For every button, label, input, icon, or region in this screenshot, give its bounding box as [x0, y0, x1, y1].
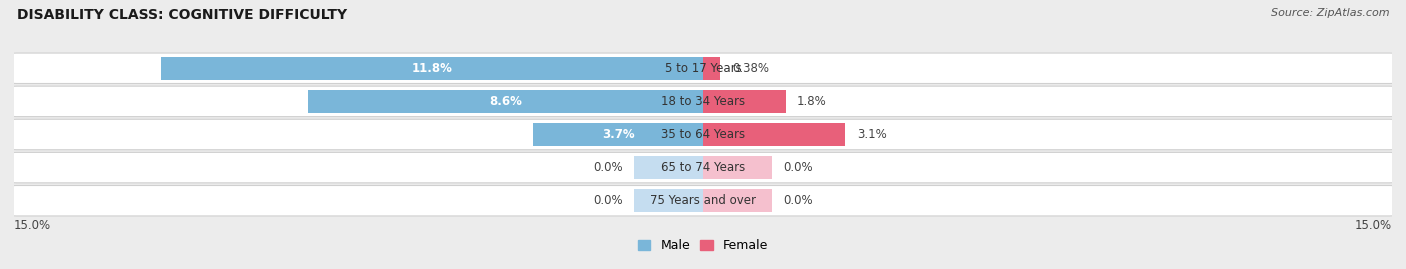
Text: 5 to 17 Years: 5 to 17 Years [665, 62, 741, 75]
FancyBboxPatch shape [0, 119, 1406, 150]
Bar [703, 189, 772, 212]
FancyBboxPatch shape [0, 53, 1406, 83]
Text: 0.0%: 0.0% [593, 161, 623, 174]
Text: DISABILITY CLASS: COGNITIVE DIFFICULTY: DISABILITY CLASS: COGNITIVE DIFFICULTY [17, 8, 347, 22]
Text: Source: ZipAtlas.com: Source: ZipAtlas.com [1271, 8, 1389, 18]
FancyBboxPatch shape [0, 86, 1406, 117]
Text: 18 to 34 Years: 18 to 34 Years [661, 95, 745, 108]
FancyBboxPatch shape [0, 152, 1406, 183]
Text: 35 to 64 Years: 35 to 64 Years [661, 128, 745, 141]
Text: 3.1%: 3.1% [856, 128, 887, 141]
Bar [703, 156, 772, 179]
Text: 75 Years and over: 75 Years and over [650, 194, 756, 207]
Bar [634, 156, 703, 179]
Text: 65 to 74 Years: 65 to 74 Years [661, 161, 745, 174]
Text: 0.0%: 0.0% [593, 194, 623, 207]
Bar [703, 123, 845, 146]
Text: 0.0%: 0.0% [783, 194, 813, 207]
Text: 1.8%: 1.8% [797, 95, 827, 108]
Bar [703, 90, 786, 113]
Bar [703, 57, 720, 80]
Bar [533, 123, 703, 146]
Text: 3.7%: 3.7% [602, 128, 634, 141]
Text: 0.0%: 0.0% [783, 161, 813, 174]
Bar [308, 90, 703, 113]
FancyBboxPatch shape [0, 186, 1406, 216]
Text: 8.6%: 8.6% [489, 95, 522, 108]
Text: 15.0%: 15.0% [1355, 219, 1392, 232]
Bar [162, 57, 703, 80]
Text: 11.8%: 11.8% [412, 62, 453, 75]
Text: 15.0%: 15.0% [14, 219, 51, 232]
Legend: Male, Female: Male, Female [638, 239, 768, 252]
Text: 0.38%: 0.38% [733, 62, 769, 75]
Bar [634, 189, 703, 212]
